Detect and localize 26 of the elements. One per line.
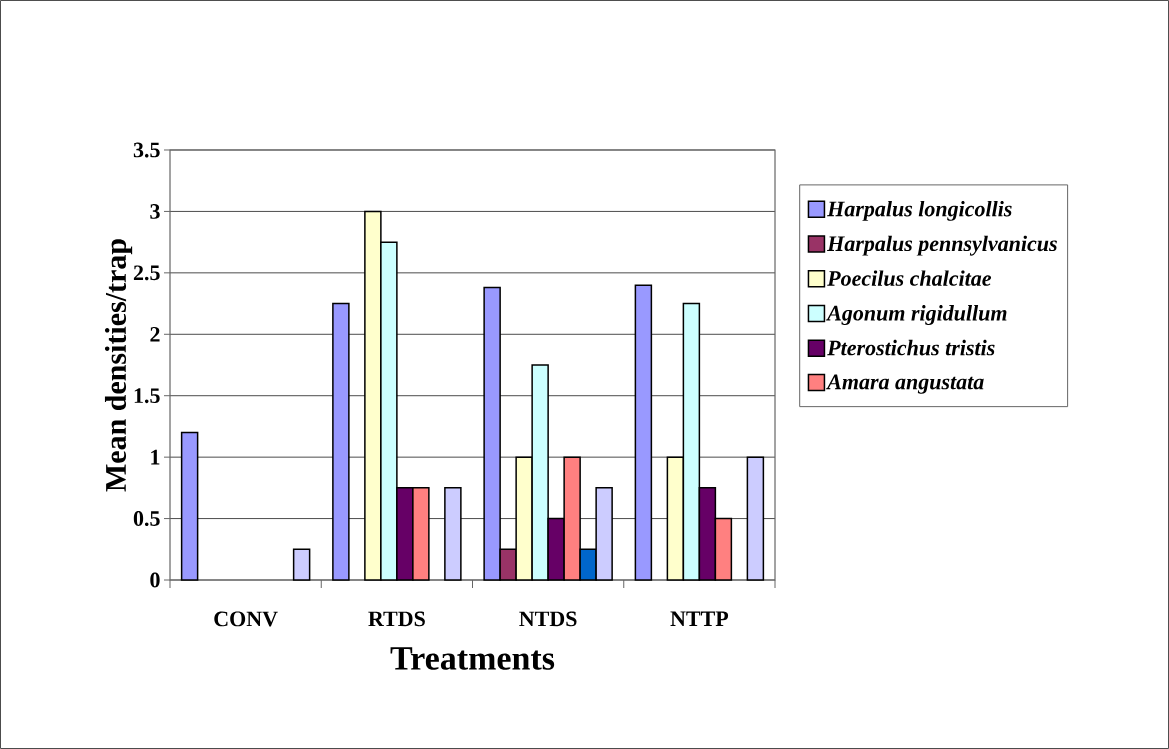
y-tick-label: 0	[150, 572, 160, 588]
bar	[292, 548, 311, 581]
bar	[746, 456, 765, 581]
legend-label: Pterostichus tristis	[827, 339, 995, 356]
bar	[634, 284, 653, 581]
y-tick-label: 0.5	[133, 511, 160, 527]
bar	[180, 431, 199, 581]
x-tick-label: RTDS	[368, 611, 425, 627]
legend-label: Harpalus longicollis	[827, 200, 1012, 221]
y-tick-label: 2.5	[133, 265, 160, 281]
y-tick-label: 3	[150, 204, 160, 219]
y-tick-label: 1.5	[134, 388, 160, 404]
x-tick-label: CONV	[214, 611, 278, 627]
x-axis-title: Treatments	[390, 647, 555, 670]
x-tick-label: NTDS	[519, 611, 577, 627]
legend-label: Agonum rigidullum	[826, 305, 1007, 326]
legend-label: Harpalus pennsylvanicus	[827, 235, 1057, 256]
legend-label: Poecilus chalcitae	[827, 270, 992, 286]
legend-label: Amara angustata	[826, 374, 984, 394]
y-axis-title: Mean densities/trap	[104, 239, 133, 492]
x-tick-label: NTTP	[670, 611, 729, 626]
bar	[332, 302, 350, 581]
y-tick-label: 1	[151, 449, 160, 465]
bar	[444, 487, 462, 581]
y-tick-label: 2	[150, 327, 160, 342]
y-tick-label: 3.5	[133, 142, 160, 158]
